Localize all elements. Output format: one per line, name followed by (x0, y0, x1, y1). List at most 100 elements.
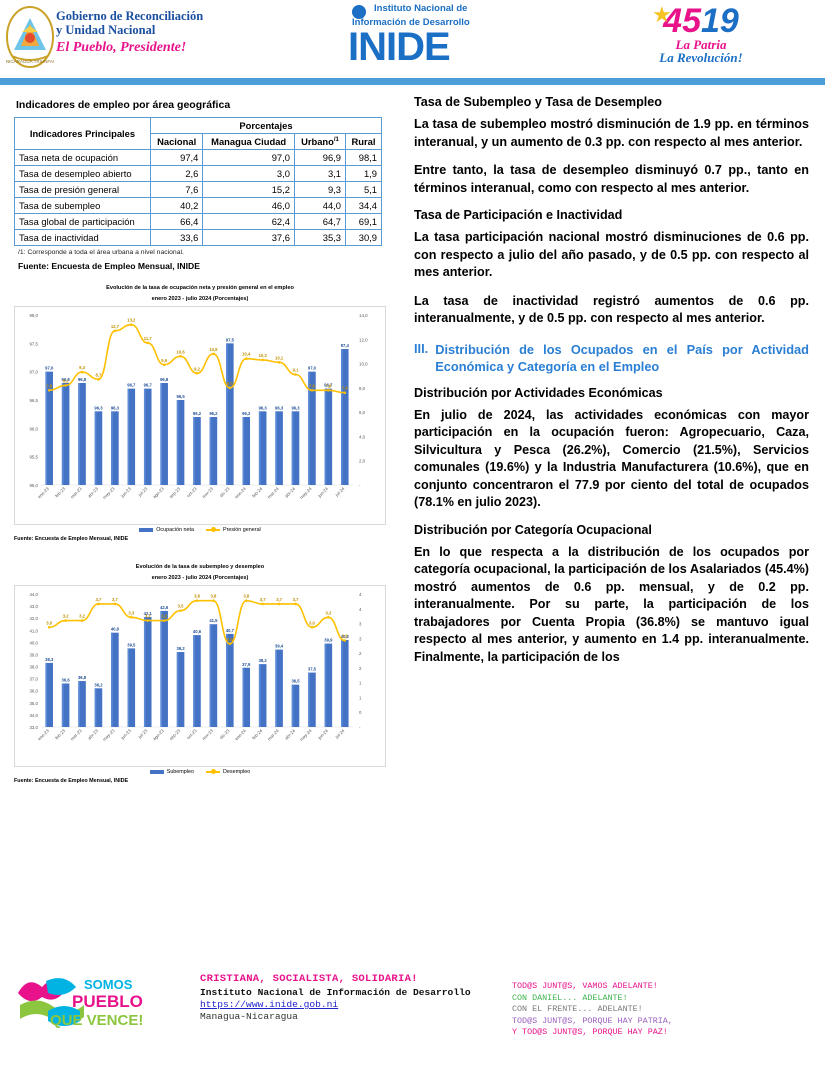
line-point (80, 619, 84, 622)
rev-number-19: 19 (701, 2, 739, 40)
chart-subempleo-desempleo: Evolución de la tasa de subempleo y dese… (14, 564, 386, 784)
svg-text:NICARAGUA TRIUNFA!: NICARAGUA TRIUNFA! (6, 59, 54, 64)
line-value-label: 8,2 (63, 378, 69, 383)
bar-value-label: 38,3 (45, 657, 54, 662)
row-value: 15,2 (202, 181, 295, 198)
bar (193, 635, 201, 727)
line-value-label: 7,8 (309, 383, 315, 388)
bar (242, 667, 251, 727)
slogan-line-1: TOD@S JUNT@S, VAMOS ADELANTE! (512, 981, 658, 991)
bar-value-label: 96,3 (94, 405, 103, 410)
chart1-subtitle: enero 2023 - julio 2024 (Porcentajes) (151, 296, 249, 302)
slogan-line-2: CON DANIEL... ADELANTE! (512, 992, 628, 1003)
rev-number-45: 45 (663, 2, 701, 40)
line-value-label: 8,0 (227, 381, 233, 386)
legend-item-subempleo: Subempleo (149, 769, 194, 775)
row-value: 3,1 (293, 165, 347, 182)
bar-highlight (291, 411, 294, 485)
bar-highlight (193, 635, 195, 727)
bar-value-label: 96,5 (177, 394, 186, 399)
y-tick-left: 39,0 (29, 652, 38, 657)
chart1-legend: Ocupación neta Presión general (14, 527, 386, 533)
star-icon: ★ (652, 2, 672, 27)
table-row: Tasa de inactividad 33,6 37,6 35,3 30,9 (14, 229, 382, 246)
line-point (212, 352, 215, 356)
bar-value-label: 96,2 (193, 411, 202, 416)
x-tick-label: abr-24 (284, 486, 297, 499)
somos-pueblo-logo: SOMOS PUEBLO QUE VENCE! (14, 971, 144, 1031)
bar (275, 411, 283, 485)
legend-line-swatch (206, 769, 220, 774)
y-tick-left: 36,0 (29, 689, 38, 694)
y-tick-left: 38,0 (29, 665, 38, 670)
row-value: 40,2 (149, 197, 204, 214)
bar (258, 664, 267, 727)
bar (45, 662, 53, 727)
bar (308, 672, 316, 727)
chart2-title: Evolución de la tasa de subempleo y dese… (135, 564, 265, 570)
footer-slogan-block: TOD@S JUNT@S, VAMOS ADELANTE! CON DANIEL… (512, 981, 673, 1039)
legend-item-desempleo: Desempleo (206, 769, 250, 775)
line-value-label: 3,2 (63, 614, 69, 619)
inide-subtitle-1: Instituto Nacional de (374, 3, 468, 14)
svg-text:QUE VENCE!: QUE VENCE! (50, 1012, 143, 1029)
row-label: Tasa de subempleo (14, 197, 151, 214)
y-tick-left: 98,0 (29, 313, 38, 318)
y-tick-left: 97,0 (29, 370, 38, 375)
footer-website-link[interactable]: https://www.inide.gob.ni (200, 999, 339, 1010)
y-tick-left: 95,5 (29, 455, 38, 460)
x-tick-label: nov-23 (201, 486, 214, 499)
bar (275, 649, 283, 727)
y-tick-right: 1 (359, 695, 362, 700)
line-value-label: 7,6 (342, 386, 348, 391)
bar (193, 417, 201, 485)
bar-value-label: 96,3 (275, 405, 284, 410)
section-3-number: III. (414, 340, 429, 356)
bar-highlight (45, 371, 48, 485)
footer-motto: CRISTIANA, SOCIALISTA, SOLIDARIA! (200, 973, 418, 985)
x-tick-label: mar-24 (266, 728, 280, 742)
x-tick-label: may-23 (102, 486, 116, 500)
bar-highlight (78, 681, 80, 727)
bar-highlight (209, 417, 212, 485)
line-value-label: 11,7 (144, 336, 153, 341)
bar (226, 343, 234, 485)
government-branding: Gobierno de Reconciliación y Unidad Naci… (56, 9, 203, 56)
bar-highlight (127, 388, 130, 485)
line-value-label: 2,6 (342, 634, 348, 639)
th-porcentajes: Porcentajes (149, 117, 383, 134)
header-divider (0, 78, 825, 85)
chart2-plot: 33,0 34,0 35,0 36,0 37,0 38,0 39,0 40,0 41,0 42,0… (14, 585, 386, 767)
heading-categoria-ocupacional: Distribución por Categoría Ocupacional (414, 522, 652, 537)
line-point (327, 615, 330, 619)
y-tick-left: 43,0 (29, 604, 38, 609)
x-tick-label: jun-23 (119, 728, 132, 741)
line-point (64, 384, 67, 387)
y-tick-left: 95,0 (29, 483, 38, 488)
y-tick-right: 4 (359, 607, 362, 612)
y-tick-right: - (359, 725, 361, 730)
line-value-label: 10,3 (259, 353, 268, 358)
bar-highlight (160, 383, 163, 485)
y-tick-left: 34,0 (29, 713, 38, 718)
y-tick-left: 42,0 (29, 616, 38, 621)
row-value: 69,1 (345, 213, 382, 230)
x-tick-label: abr-23 (87, 486, 100, 499)
y-tick-right: 2 (359, 666, 362, 671)
x-tick-label: abr-24 (284, 728, 297, 741)
row-value: 1,9 (345, 165, 382, 182)
bar-value-label: 96,2 (242, 411, 251, 416)
inide-logo: Instituto Nacional de Información de Des… (348, 3, 538, 66)
bar (176, 652, 185, 727)
row-value: 98,1 (345, 149, 382, 166)
footer-institution-block: CRISTIANA, SOCIALISTA, SOLIDARIA! Instit… (200, 973, 471, 1022)
line-point (162, 363, 166, 367)
svg-text:SOMOS: SOMOS (84, 977, 133, 992)
bar-value-label: 40,7 (226, 628, 235, 633)
bar-value-label: 40,6 (193, 629, 202, 634)
line-value-label: 3,2 (79, 614, 85, 619)
bar-highlight (209, 624, 212, 727)
bar (61, 683, 70, 727)
legend-item-presion-general: Presión general (206, 527, 261, 533)
bar-value-label: 96,8 (160, 377, 169, 382)
